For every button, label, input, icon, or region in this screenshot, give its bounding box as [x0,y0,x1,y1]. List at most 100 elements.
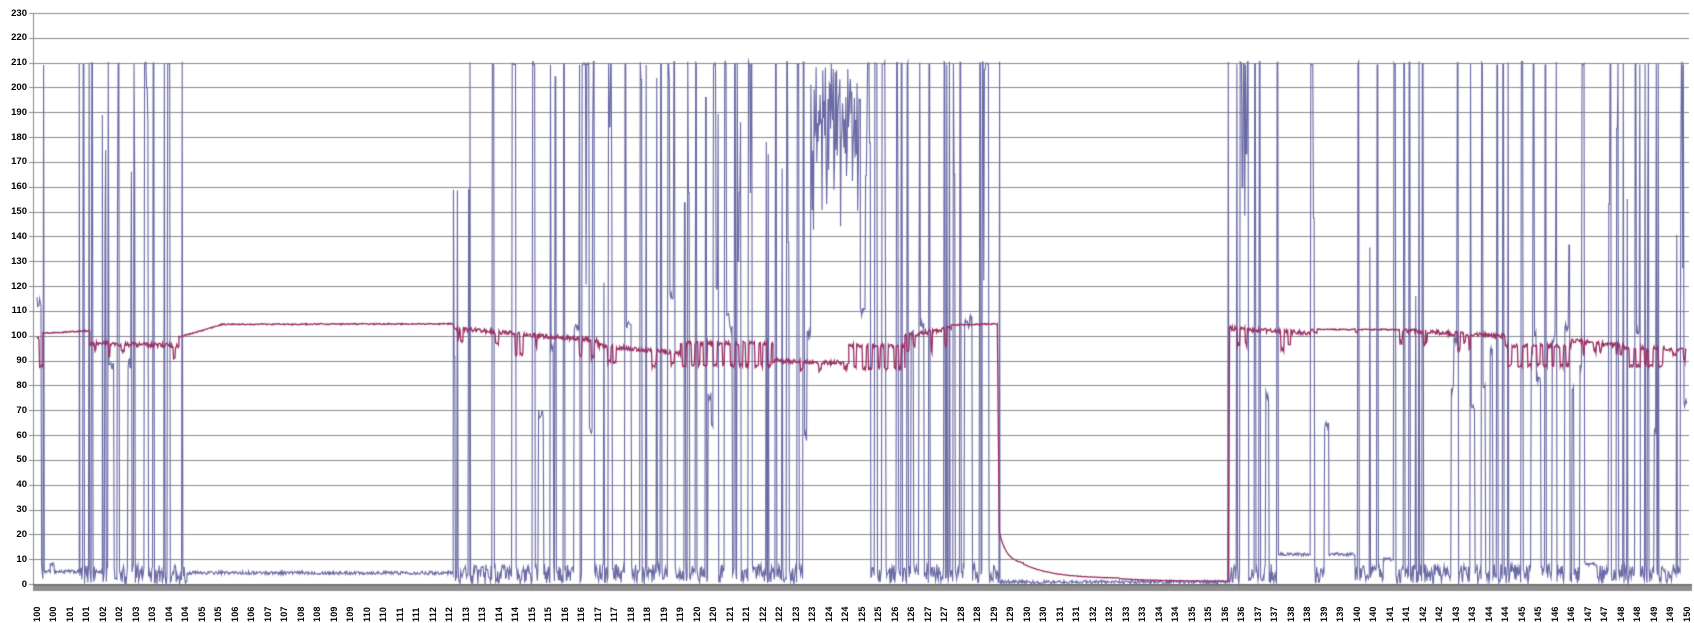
x-axis-tick-label: 122 [757,606,768,622]
x-axis-tick-label: 118 [642,606,652,622]
x-axis-tick-label: 127 [939,606,949,622]
x-axis-tick-label: 121 [741,606,751,622]
x-axis-tick-label: 116 [559,606,570,622]
x-axis-tick-label: 137 [1269,606,1279,622]
x-axis-tick-label: 125 [856,606,867,622]
x-axis-tick-label: 129 [1005,606,1015,622]
x-axis-tick-label: 112 [427,606,438,622]
y-axis-tick-label: 30 [16,504,27,516]
y-axis-tick-label: 170 [11,156,27,168]
x-axis-tick-label: 136 [1236,606,1246,622]
x-axis-tick-label: 149 [1665,606,1675,622]
x-axis-tick-label: 109 [328,606,339,622]
x-axis-tick-label: 119 [675,606,685,622]
x-axis-tick-label: 105 [213,606,223,622]
x-axis-tick-label: 106 [229,606,240,622]
x-axis-tick-label: 117 [592,606,603,622]
x-axis-tick-label: 130 [1038,606,1048,622]
x-axis-tick-label: 148 [1632,606,1642,622]
x-axis-tick-label: 107 [279,606,289,622]
x-axis-tick-label: 134 [1153,606,1164,622]
y-axis-tick-label: 90 [16,355,27,367]
x-axis-tick-label: 146 [1549,606,1560,622]
x-axis-tick-label: 114 [493,606,504,622]
y-axis-tick-label: 190 [11,106,27,118]
x-axis-tick-label: 131 [1054,606,1065,622]
x-axis-tick-label: 116 [576,606,586,622]
x-axis-tick-label: 104 [163,606,174,622]
x-axis-tick-label: 120 [691,606,702,622]
x-axis-tick-label: 100 [31,606,42,622]
x-axis-tick-label: 103 [147,606,157,622]
y-axis-tick-label: 230 [11,7,27,19]
x-axis-tick-label: 135 [1186,606,1197,622]
x-axis-tick-label: 130 [1021,606,1032,622]
x-axis-tick-label: 150 [1681,606,1692,622]
x-axis-tick-label: 126 [889,606,900,622]
x-axis-tick-label: 129 [988,606,999,622]
x-axis-tick-label: 117 [609,606,619,622]
x-axis-tick-label: 147 [1582,606,1593,622]
y-axis-tick-label: 130 [11,255,27,267]
x-axis-tick-label: 137 [1252,606,1263,622]
x-axis-tick-label: 122 [774,606,784,622]
x-axis-tick-label: 132 [1104,606,1114,622]
y-axis-tick-label: 40 [16,479,27,491]
y-axis-tick-label: 50 [16,454,27,466]
x-axis-tick-label: 141 [1401,606,1411,622]
x-axis-tick-label: 145 [1516,606,1527,622]
x-axis-tick-label: 115 [543,606,553,622]
x-axis-tick-label: 111 [394,607,405,622]
x-axis-tick-label: 148 [1615,606,1626,622]
x-axis-tick-label: 123 [807,606,817,622]
x-axis-tick-label: 107 [262,606,273,622]
x-axis-tick-label: 142 [1417,606,1428,622]
x-axis-tick-label: 136 [1219,606,1230,622]
x-axis-tick-label: 149 [1648,606,1659,622]
x-axis-tick-label: 143 [1467,606,1477,622]
x-axis-tick-label: 118 [625,606,636,622]
x-axis-tick-label: 127 [922,606,933,622]
x-axis-tick-label: 109 [345,606,355,622]
y-axis-tick-label: 150 [11,206,27,218]
x-axis-tick-label: 101 [81,606,91,622]
x-axis-tick-label: 138 [1285,606,1296,622]
y-axis-tick-label: 140 [11,230,27,242]
y-axis-tick-label: 200 [11,81,27,93]
x-axis-tick-label: 121 [724,606,735,622]
x-axis-tick-label: 134 [1170,606,1180,622]
y-axis-tick-label: 100 [11,330,27,342]
x-axis-tick-label: 126 [906,606,916,622]
y-axis-tick-label: 160 [11,181,27,193]
x-axis-tick-label: 112 [444,606,454,622]
x-axis-tick-label: 143 [1450,606,1461,622]
x-axis-tick-label: 108 [295,606,306,622]
x-axis-tick-label: 138 [1302,606,1312,622]
x-axis-tick-label: 104 [180,606,190,622]
y-axis-tick-label: 60 [16,429,27,441]
x-axis-tick-label: 105 [196,606,207,622]
y-axis-tick-label: 220 [11,32,27,44]
y-axis-tick-label: 0 [21,578,27,590]
x-axis-tick-label: 128 [972,606,982,622]
x-axis-tick-label: 147 [1599,606,1609,622]
x-axis-tick-label: 113 [460,606,471,622]
y-axis-tick-label: 120 [11,280,27,292]
x-axis-tick-label: 128 [955,606,966,622]
x-axis-tick-label: 101 [64,606,75,622]
y-axis-tick-label: 20 [16,528,27,540]
x-axis-tick-label: 110 [378,606,388,622]
x-axis-tick-label: 140 [1351,606,1362,622]
x-axis-tick-label: 102 [97,606,108,622]
y-axis-tick-label: 180 [11,131,27,143]
x-axis-tick-label: 102 [114,606,124,622]
x-axis-tick-label: 115 [526,606,537,622]
x-axis-tick-label: 113 [477,606,487,622]
x-axis-tick-label: 124 [840,606,850,622]
x-axis-tick-label: 139 [1318,606,1329,622]
x-axis-tick-label: 123 [790,606,801,622]
x-axis-tick-label: 132 [1087,606,1098,622]
x-axis-tick-label: 133 [1137,606,1147,622]
